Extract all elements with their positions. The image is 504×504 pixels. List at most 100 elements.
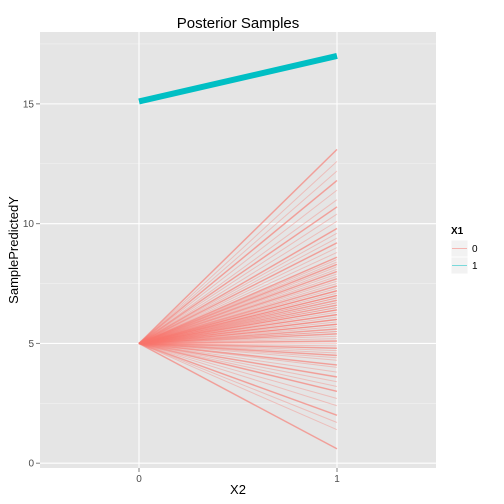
series-0-sample-line <box>138 342 338 350</box>
series-0-sample-line <box>138 342 338 393</box>
series-0-sample-line <box>138 228 338 344</box>
series-0-sample-line <box>138 199 338 344</box>
series-0-sample-line <box>138 287 338 344</box>
series-0-sample-line <box>138 285 338 345</box>
plot-panel <box>40 32 436 468</box>
series-0-sample-line <box>138 299 338 345</box>
series-0-sample-line <box>138 342 338 366</box>
series-0-sample-line <box>138 342 338 359</box>
series-0-sample-line <box>138 342 338 392</box>
series-0-sample-line <box>138 342 338 423</box>
series-0-sample-line <box>138 283 338 344</box>
y-tick-label: 5 <box>28 339 34 350</box>
series-0-sample-line <box>138 309 338 344</box>
y-axis-ticks: 0 5 10 15 <box>23 99 40 470</box>
series-0-sample-line <box>138 148 338 344</box>
gridlines <box>40 32 436 468</box>
series-0-sample-line <box>138 323 338 345</box>
series-0-sample-line <box>138 220 338 344</box>
series-0-sample-line <box>138 261 338 344</box>
series-0-sample-line <box>138 297 338 344</box>
series-0-sample-line <box>138 232 338 344</box>
series-0-sample-line <box>138 242 338 344</box>
series-0-sample-line <box>138 342 338 357</box>
series-0-sample-line <box>138 330 338 344</box>
series-0-sample-line <box>138 340 338 344</box>
series-0-sample-line <box>138 342 338 431</box>
series-0-sample-line <box>138 342 338 378</box>
series-0-sample-line <box>138 342 338 417</box>
series-0-sample-line <box>138 342 338 352</box>
series-0-sample-line <box>138 318 338 344</box>
series-0-sample-line <box>138 278 338 344</box>
series-0-sample-line <box>138 342 338 373</box>
chart-title: Posterior Samples <box>177 15 300 32</box>
series-0-sample-line <box>138 275 338 344</box>
series-0-sample-line <box>138 342 338 366</box>
series-0-sample-line <box>138 304 338 345</box>
series-0-sample-line <box>138 314 338 344</box>
series-0-sample-line <box>138 313 338 345</box>
series-0-sample-line <box>138 342 338 407</box>
series-0-sample-line <box>138 326 338 344</box>
series-0-sample-line <box>138 266 338 344</box>
series-0-sample-line <box>138 179 338 345</box>
series-0-sample-line <box>138 342 338 347</box>
series-0-sample-line <box>138 335 338 344</box>
series-0-sample-line <box>138 268 338 344</box>
legend-title: X1 <box>451 226 464 237</box>
x-tick-label: 1 <box>334 474 340 485</box>
series-0-sample-line <box>138 263 338 344</box>
x-tick-label: 0 <box>136 474 142 485</box>
series-0-sample-line <box>138 328 338 344</box>
series-0-sample-line <box>138 333 338 345</box>
series-0-sample-line <box>138 256 338 345</box>
series-0-sample-line <box>138 342 338 356</box>
series-0-sample-line <box>138 323 338 344</box>
series-0-sample-line <box>138 247 338 344</box>
series-0-sample-line <box>138 342 338 349</box>
series-0-sample-line <box>138 290 338 344</box>
series-0-sample-line <box>138 309 338 344</box>
series-1-line <box>138 53 338 105</box>
series-0-sample-line <box>138 273 338 344</box>
series-0-sample-line <box>138 242 338 345</box>
legend-label: 0 <box>472 244 478 255</box>
series-0-lines <box>138 148 338 450</box>
series-0-sample-line <box>138 309 338 345</box>
x-axis-title: X2 <box>230 482 246 497</box>
series-0-sample-line <box>138 302 338 344</box>
series-0-sample-line <box>138 314 338 344</box>
series-0-sample-line <box>138 277 338 345</box>
series-0-sample-line <box>138 333 338 344</box>
series-0-sample-line <box>138 338 338 344</box>
series-0-sample-line <box>138 304 338 344</box>
series-0-sample-line <box>138 270 338 345</box>
series-0-sample-line <box>138 307 338 344</box>
series-0-sample-line <box>138 318 338 345</box>
series-0-sample-line <box>138 342 338 400</box>
series-0-sample-line <box>138 256 338 344</box>
series-0-sample-line <box>138 323 338 344</box>
series-0-sample-line <box>138 342 338 368</box>
series-0-sample-line <box>138 149 338 344</box>
series-0-sample-line <box>138 297 338 344</box>
series-0-sample-line <box>138 160 338 344</box>
legend-entries: 01 <box>450 239 478 275</box>
series-0-sample-line <box>138 302 338 344</box>
series-0-sample-line <box>138 318 338 344</box>
legend-label: 1 <box>472 261 478 272</box>
series-0-sample-line <box>138 271 338 344</box>
series-0-sample-line <box>138 237 338 344</box>
series-0-sample-line <box>138 292 338 344</box>
series-0-sample-line <box>138 330 338 344</box>
series-0-sample-line <box>138 299 338 344</box>
series-0-sample-line <box>138 259 338 344</box>
series-0-sample-line <box>138 311 338 344</box>
series-0-sample-line <box>138 295 338 344</box>
series-0-sample-line <box>138 170 338 344</box>
series-0-sample-line <box>138 321 338 344</box>
series-0-sample-line <box>138 289 338 345</box>
series-0-sample-line <box>138 342 338 388</box>
